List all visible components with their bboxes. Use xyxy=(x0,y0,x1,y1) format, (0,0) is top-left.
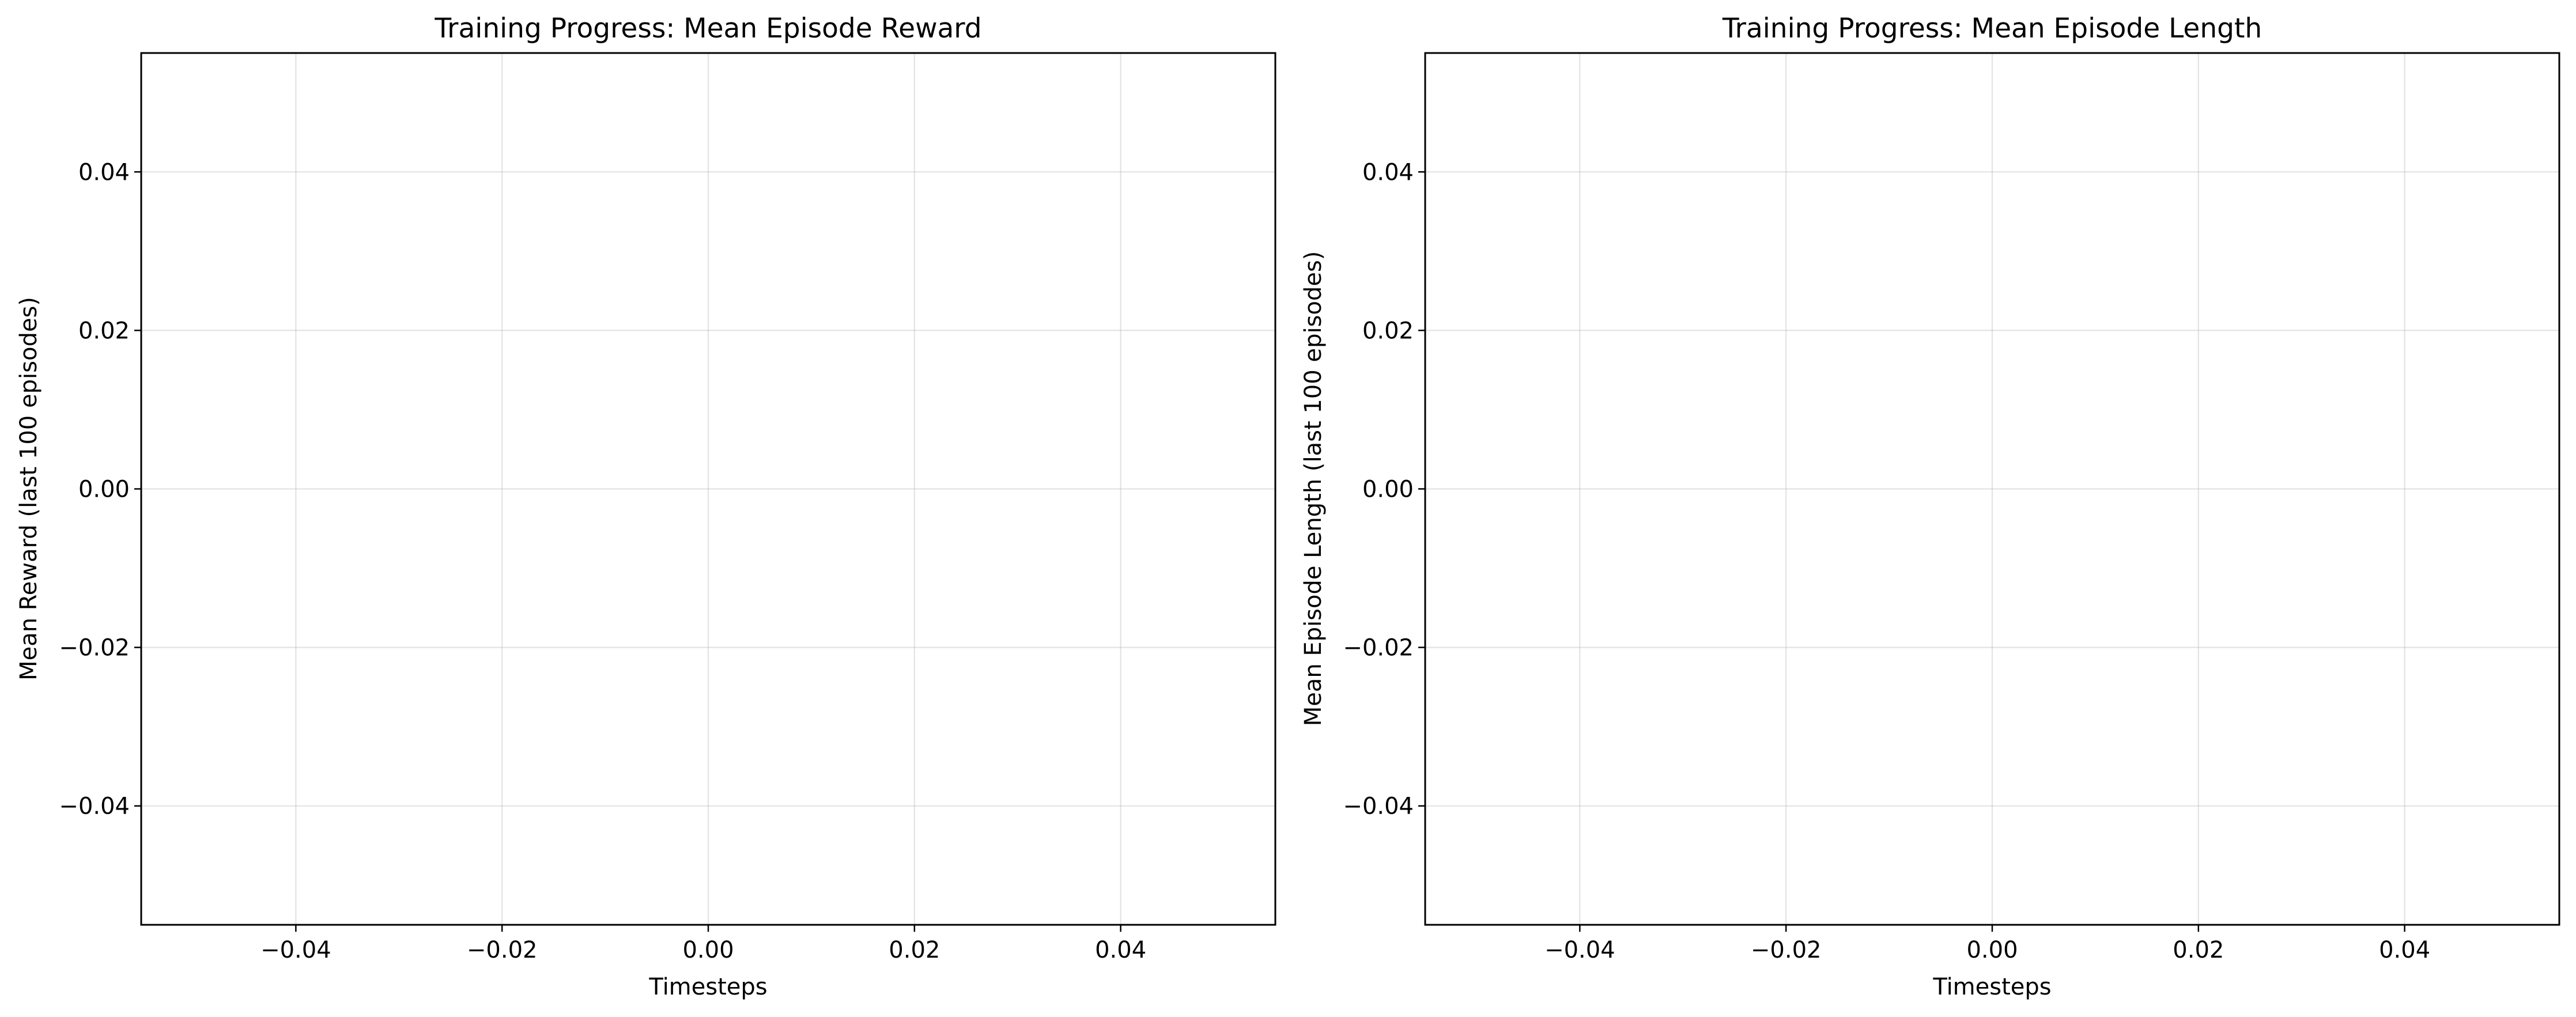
episode-length-y-tick-label: 0.00 xyxy=(1362,477,1414,503)
reward-chart: −0.04 −0.02 0.00 0.02 0.04 −0.04 −0.02 0.00 0.02… xyxy=(16,13,1276,1000)
reward-grid xyxy=(141,53,1275,925)
episode-length-y-tick-label: 0.04 xyxy=(1362,159,1414,186)
episode-length-x-axis-label: Timesteps xyxy=(1932,974,2051,1000)
episode-length-x-tick-label: −0.04 xyxy=(1544,937,1615,963)
reward-y-tick-label: 0.02 xyxy=(78,317,130,344)
episode-length-ticks: −0.04 −0.02 0.00 0.02 0.04 −0.04 −0.02 0.00 0.02… xyxy=(1343,159,2430,963)
reward-y-tick-label: 0.00 xyxy=(78,477,130,503)
reward-y-axis-label: Mean Reward (last 100 episodes) xyxy=(16,297,42,680)
episode-length-x-tick-label: −0.02 xyxy=(1751,937,1822,963)
episode-length-y-axis-label: Mean Episode Length (last 100 episodes) xyxy=(1300,251,1327,727)
reward-y-tick-label: −0.04 xyxy=(59,793,130,820)
reward-chart-title: Training Progress: Mean Episode Reward xyxy=(434,13,981,44)
episode-length-x-tick-label: 0.02 xyxy=(2173,937,2224,963)
episode-length-chart-title: Training Progress: Mean Episode Length xyxy=(1722,13,2262,44)
reward-x-tick-label: −0.02 xyxy=(467,937,538,963)
reward-plot-frame xyxy=(140,52,1276,926)
reward-x-tick-label: 0.02 xyxy=(889,937,940,963)
reward-y-tick-label: 0.04 xyxy=(78,159,130,186)
reward-x-tick-label: −0.04 xyxy=(260,937,331,963)
episode-length-y-tick-label: −0.02 xyxy=(1343,635,1414,661)
episode-length-y-tick-label: −0.04 xyxy=(1343,793,1414,820)
reward-y-tick-label: −0.02 xyxy=(59,635,130,661)
episode-length-grid xyxy=(1425,53,2559,925)
episode-length-chart: −0.04 −0.02 0.00 0.02 0.04 −0.04 −0.02 0.00 0.02… xyxy=(1300,13,2560,1000)
episode-length-x-tick-label: 0.00 xyxy=(1966,937,2018,963)
episode-length-y-tick-label: 0.02 xyxy=(1362,317,1414,344)
reward-x-tick-label: 0.04 xyxy=(1095,937,1146,963)
reward-x-axis-label: Timesteps xyxy=(648,974,767,1000)
episode-length-x-tick-label: 0.04 xyxy=(2379,937,2430,963)
reward-ticks: −0.04 −0.02 0.00 0.02 0.04 −0.04 −0.02 0.00 0.02… xyxy=(59,159,1146,963)
episode-length-plot-frame xyxy=(1424,52,2560,926)
reward-x-tick-label: 0.00 xyxy=(682,937,734,963)
